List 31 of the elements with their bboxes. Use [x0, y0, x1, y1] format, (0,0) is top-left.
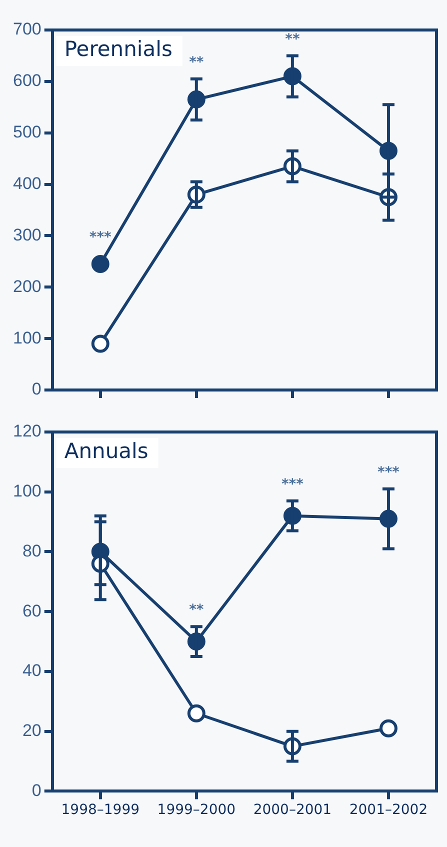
chart-title: Annuals: [64, 438, 148, 463]
y-tick-label: 40: [22, 661, 42, 680]
point: [379, 719, 398, 738]
annotation: ***: [378, 464, 400, 481]
y-tick-label: 700: [12, 20, 42, 39]
y-tick-label: 600: [12, 71, 42, 90]
x-tick-label: 2001–2002: [349, 802, 428, 818]
x-tick-label: 1999–2000: [157, 802, 236, 818]
annotation: **: [189, 54, 204, 70]
y-tick-label: 60: [22, 601, 42, 620]
y-tick-label: 100: [12, 328, 42, 348]
y-tick-label: 400: [12, 174, 42, 193]
annotation: ***: [281, 476, 304, 492]
annotation: **: [285, 31, 300, 48]
y-tick-label: 100: [12, 482, 42, 501]
y-tick-label: 300: [12, 225, 42, 244]
annotation: ***: [89, 230, 112, 246]
chart-title: Perennials: [64, 36, 172, 61]
y-tick-label: 0: [32, 380, 42, 399]
y-tick-label: 120: [12, 422, 42, 441]
y-tick-label: 500: [12, 122, 42, 142]
y-tick-label: 0: [32, 780, 42, 800]
x-tick-label: 2000–2001: [253, 802, 332, 818]
x-tick-label: 1998–1999: [61, 802, 140, 818]
annotation: **: [189, 602, 204, 618]
y-tick-label: 200: [12, 276, 42, 296]
y-tick-label: 80: [22, 541, 42, 560]
point: [91, 334, 110, 353]
point: [187, 704, 206, 722]
point: [91, 255, 110, 273]
y-tick-label: 20: [22, 721, 42, 740]
